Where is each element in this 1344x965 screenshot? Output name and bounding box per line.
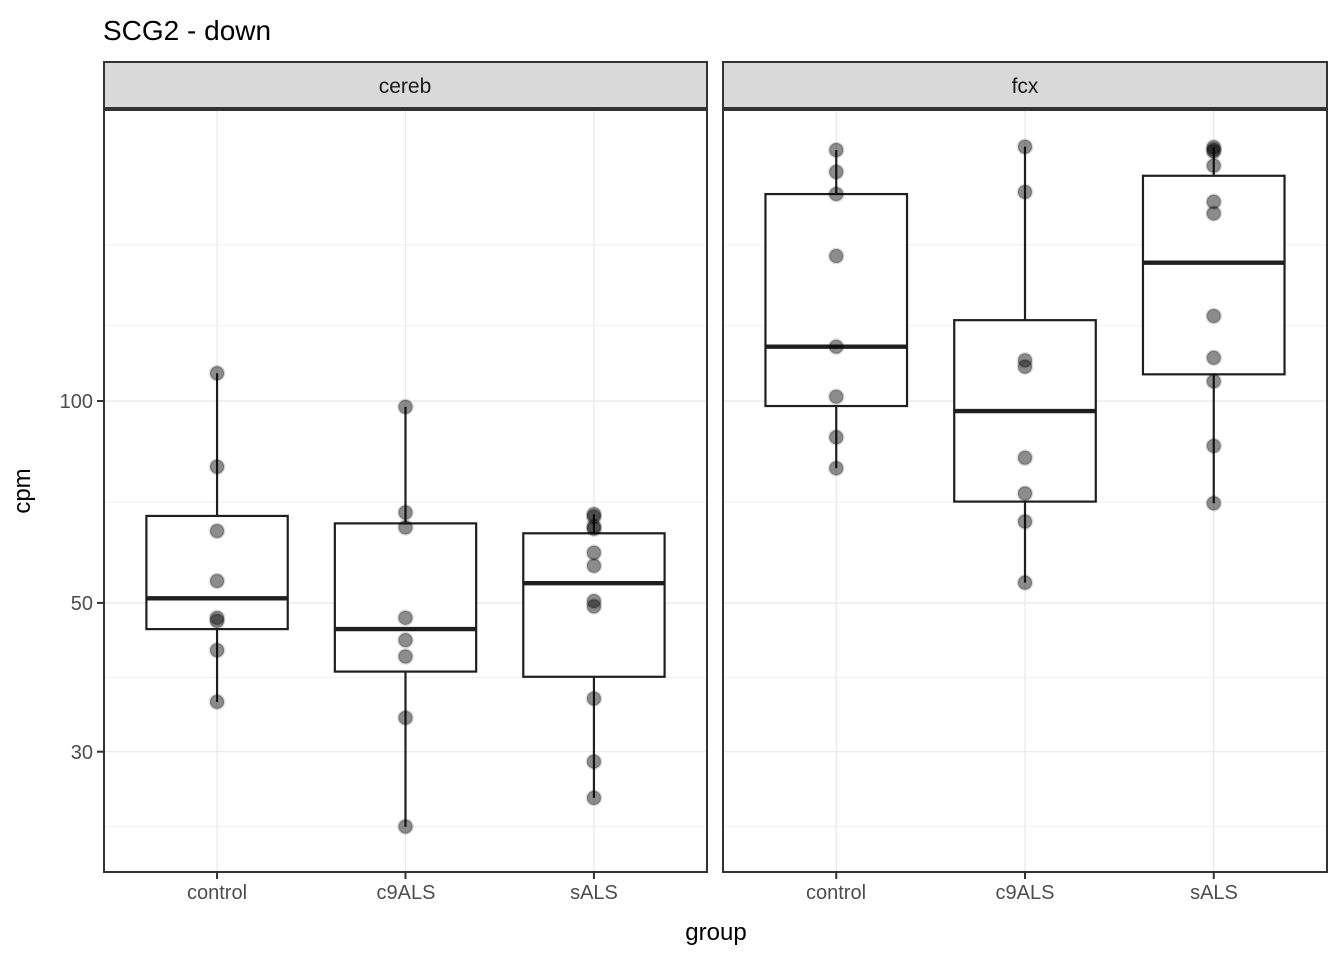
data-point xyxy=(1205,437,1222,455)
data-point xyxy=(1205,495,1222,512)
boxplot-fcx-control xyxy=(764,141,909,477)
x-axis-title: group xyxy=(685,919,746,946)
data-point xyxy=(1016,513,1034,530)
x-tick-label-fcx-c9als: c9ALS xyxy=(996,882,1055,904)
data-point xyxy=(1205,307,1222,325)
data-point xyxy=(1016,183,1034,201)
y-tick-label-30: 30 xyxy=(71,742,93,764)
data-point xyxy=(585,505,603,523)
data-point xyxy=(1205,205,1222,222)
x-tick-label-cereb-control: control xyxy=(187,882,247,904)
y-tick-label-100: 100 xyxy=(60,391,93,413)
data-point xyxy=(1016,358,1034,375)
data-point xyxy=(208,458,226,475)
x-tick-label-fcx-control: control xyxy=(806,882,866,904)
box-iqr xyxy=(522,532,666,678)
facet-strip-label-fcx: fcx xyxy=(1012,75,1039,98)
facet-panel-cereb xyxy=(103,61,708,879)
data-point xyxy=(585,598,603,615)
box-iqr xyxy=(145,514,289,631)
data-point xyxy=(1016,485,1034,502)
boxplot-cereb-c9ALS xyxy=(333,398,478,835)
boxplot-fcx-c9ALS xyxy=(953,138,1097,591)
data-point xyxy=(585,753,603,770)
facet-strip xyxy=(103,61,708,109)
facet-strip-label-cereb: cereb xyxy=(379,75,432,98)
data-point xyxy=(1016,574,1034,591)
data-point xyxy=(1016,449,1034,467)
data-point xyxy=(585,789,603,807)
data-point xyxy=(208,642,226,659)
data-point xyxy=(1016,352,1034,369)
data-point xyxy=(828,338,845,355)
data-point xyxy=(397,504,414,521)
data-point xyxy=(397,818,414,835)
data-point xyxy=(397,709,414,727)
data-point xyxy=(1205,373,1222,390)
data-point xyxy=(397,609,414,627)
data-point xyxy=(828,459,845,477)
data-point xyxy=(828,388,845,405)
data-point xyxy=(585,592,603,610)
data-point xyxy=(1205,143,1222,160)
data-point xyxy=(397,648,414,665)
data-point xyxy=(208,612,226,630)
data-point xyxy=(585,544,603,561)
facet-panel-fcx xyxy=(722,61,1328,879)
boxplot-fcx-sALS xyxy=(1141,138,1286,512)
plot-title: SCG2 - down xyxy=(103,15,271,46)
data-point xyxy=(828,141,845,159)
data-point xyxy=(1016,138,1034,156)
data-point xyxy=(1205,138,1222,156)
data-point xyxy=(208,365,226,382)
x-tick-label-fcx-sals: sALS xyxy=(1190,882,1238,904)
facet-strip xyxy=(722,61,1328,109)
data-point xyxy=(1205,157,1222,174)
data-point xyxy=(208,522,226,540)
data-point xyxy=(208,572,226,590)
boxplot-cereb-sALS xyxy=(522,505,666,807)
data-point xyxy=(828,185,845,203)
data-point xyxy=(828,429,845,446)
box-iqr xyxy=(1141,174,1286,376)
data-point xyxy=(208,609,226,627)
y-axis-title: cpm xyxy=(9,468,36,513)
box-iqr xyxy=(333,522,478,673)
data-point xyxy=(828,163,845,181)
data-point xyxy=(1205,193,1222,211)
data-point xyxy=(1205,349,1222,367)
data-point xyxy=(1205,141,1222,158)
x-tick-label-cereb-sals: sALS xyxy=(570,882,618,904)
data-point xyxy=(585,557,603,575)
data-point xyxy=(397,519,414,536)
y-tick-label-50: 50 xyxy=(71,593,93,615)
data-point xyxy=(585,508,603,526)
box-iqr xyxy=(764,192,909,408)
data-point xyxy=(397,398,414,416)
chart-marks xyxy=(97,61,1328,879)
data-point xyxy=(585,690,603,707)
data-point xyxy=(208,693,226,711)
data-point xyxy=(828,247,845,265)
x-tick-label-cereb-c9als: c9ALS xyxy=(377,882,436,904)
data-point xyxy=(585,518,603,535)
boxplot-cereb-control xyxy=(145,365,289,711)
data-point xyxy=(397,631,414,649)
data-point xyxy=(585,520,603,537)
